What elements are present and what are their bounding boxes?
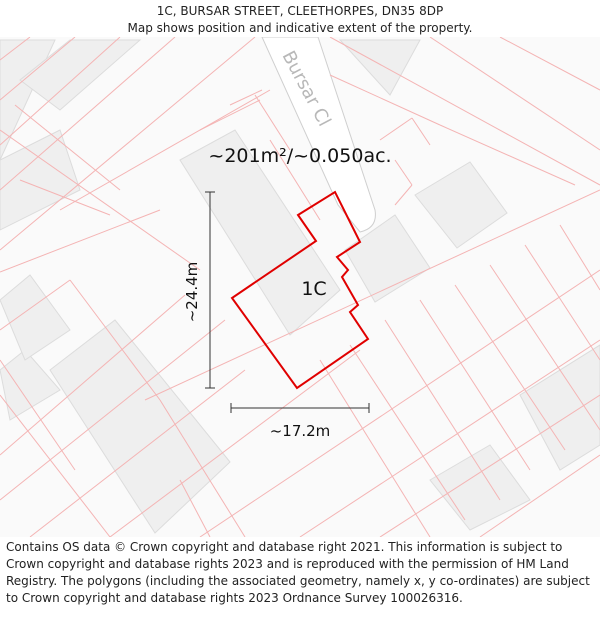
- parcel-lines: [0, 37, 600, 537]
- building: [414, 161, 508, 249]
- attribution: Contains OS data © Crown copyright and d…: [6, 540, 590, 605]
- map-subtitle: Map shows position and indicative extent…: [127, 21, 473, 35]
- property-address: 1C, BURSAR STREET, CLEETHORPES, DN35 8DP: [156, 4, 444, 18]
- width-measure: [230, 403, 370, 413]
- building: [0, 274, 71, 361]
- plot-label: 1C: [301, 278, 326, 300]
- height-measure: [205, 191, 215, 389]
- width-label: ~17.2m: [270, 422, 331, 440]
- bursar-close-road: [261, 37, 376, 233]
- building: [429, 444, 531, 531]
- property-map[interactable]: Bursar Cl ~201m²/~0.050ac. 1C ~24.4m ~17…: [0, 37, 600, 537]
- building: [519, 344, 600, 471]
- height-label: ~24.4m: [183, 262, 201, 323]
- property-boundary[interactable]: [230, 190, 370, 390]
- building: [0, 129, 81, 231]
- map-header: 1C, BURSAR STREET, CLEETHORPES, DN35 8DP…: [0, 0, 600, 37]
- building: [179, 129, 341, 336]
- area-label: ~201m²/~0.050ac.: [208, 145, 391, 167]
